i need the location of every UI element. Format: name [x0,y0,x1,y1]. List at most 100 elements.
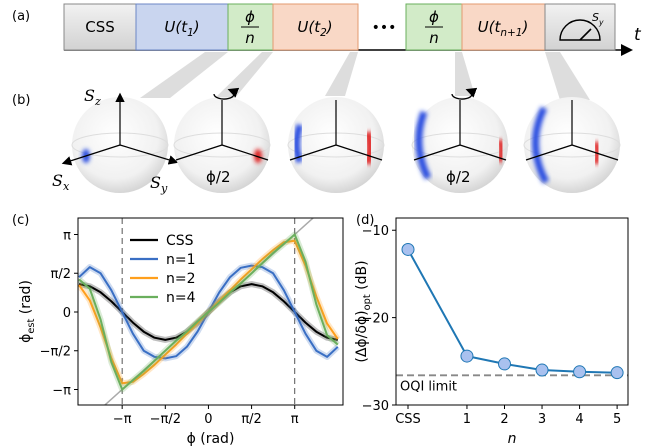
plot-frame [395,217,629,406]
series-line [78,233,339,391]
y-tick-label: −π/2 [40,345,71,360]
y-tick-label: −20 [362,312,389,327]
legend-label: n=4 [166,290,196,306]
state-blob [254,149,262,163]
y-axis-label: (Δϕ/δϕ)opt (dB) [354,260,373,362]
box-text: U(tn+1) [478,18,529,39]
text-part: S [150,173,161,192]
wedge [215,52,273,98]
fraction-den: n [245,29,255,47]
axis-line [571,144,619,161]
box-text: U(t1) [164,18,199,39]
x-tick-label: 5 [613,412,621,427]
box-u1 [135,3,229,51]
legend-label: n=1 [166,252,196,268]
subscript: n+1 [500,27,522,39]
panel-label: (b) [12,93,30,108]
subscript: opt [362,294,373,310]
chart: (d) OQI limit CSS 1 2 3 4 5 −10 −20 −30 n (Δϕ/δϕ)opt… [354,213,629,447]
legend-label: CSS [166,233,194,249]
rotation-label: ϕ/2 [206,168,231,186]
gauge-icon [559,19,601,41]
text-part: S [592,11,599,24]
axis-label: Sy [150,173,168,195]
x-tick-label: −π [113,412,132,427]
y-tick-label: π/2 [51,267,71,282]
y-tick-label: −10 [362,224,389,239]
y-tick-label: π [63,228,71,243]
sphere [523,97,621,193]
axis-arrow [61,144,121,166]
limit-label: OQI limit [400,379,457,394]
rotation-arrow [213,87,240,100]
x-tick-label: CSS [395,412,421,427]
subscript: z [94,95,101,108]
subscript: y [160,182,168,195]
state-blob [364,131,374,165]
axis-line [289,144,337,161]
text-part: U(t [164,18,188,36]
x-tick-label: 3 [538,412,546,427]
text-part: S [84,86,95,105]
sphere [61,92,179,193]
box-text: U(t2) [297,18,332,39]
text-part: (Δϕ/δϕ) [354,310,370,362]
axis-label: Sz [84,86,101,108]
text-part: ) [326,18,333,36]
wedge [545,52,590,100]
x-tick-label: π/2 [241,412,261,427]
box-un [461,3,546,51]
sphere [411,87,509,193]
axis-line [413,144,461,161]
wedge [455,52,475,96]
y-tick-label: −30 [362,399,389,414]
series-line [407,249,618,374]
x-tick-label: 0 [204,412,212,427]
wedge [325,52,358,96]
subscript: est [26,319,37,334]
y-tick-label: −π [52,383,71,398]
box-text: CSS [85,18,115,36]
gauge-needle [579,28,592,41]
text-part: U(t [478,18,502,36]
panel-b: (b) Sz Sx Sy ϕ/2 [12,86,621,195]
text-part: U(t [297,18,321,36]
panel-label: (a) [12,9,30,24]
fraction-den: n [429,29,439,47]
state-blob [497,139,505,163]
legend-label: n=2 [166,271,196,287]
x-tick-label: 1 [463,412,471,427]
x-axis-label: n [508,431,517,447]
data-point [573,365,587,379]
text-part: ) [522,18,529,36]
data-point [497,357,511,371]
wedge [140,52,228,98]
fraction-num: ϕ [245,8,255,26]
x-tick-label: −π/2 [150,412,181,427]
text-part: (rad) [18,280,34,319]
state-blob [415,110,432,180]
axis-line [221,144,269,161]
subscript: 2 [320,27,327,39]
axis-line [335,144,383,161]
axis-line [175,144,223,161]
subscript: y [598,18,604,27]
rotation-label: ϕ/2 [446,168,471,186]
data-point [460,349,474,363]
time-label: t [634,25,642,45]
axis-arrow [119,144,179,165]
y-axis-label: ϕest (rad) [18,280,37,343]
x-tick-label: 2 [500,412,508,427]
axis-label: Sx [52,171,70,193]
data-point [401,242,415,256]
state-blob [532,106,550,184]
text-part: (dB) [354,260,370,294]
x-tick-label: 4 [575,412,583,427]
gauge-label: Sy [592,11,604,27]
fraction-num: ϕ [429,8,439,26]
subscript: x [63,180,70,193]
data-point [610,366,624,380]
axis-line [459,144,507,161]
rotation-arrow [451,87,478,100]
